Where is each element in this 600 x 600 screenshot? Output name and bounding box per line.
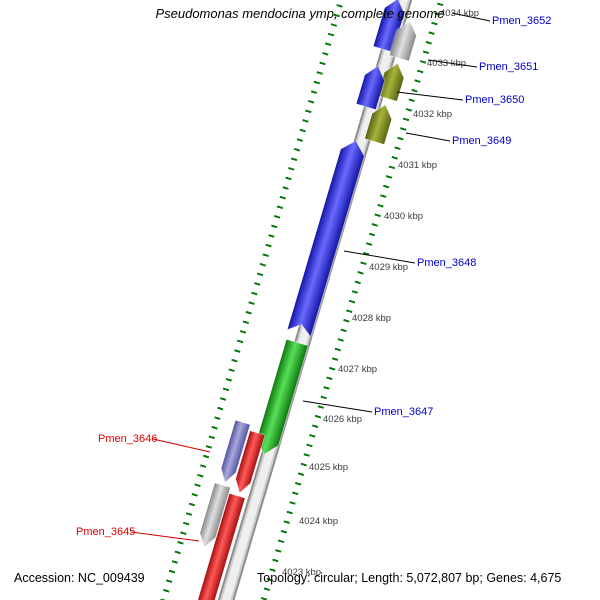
ruler-tick-label: 4025 kbp (309, 462, 349, 473)
gene-label-pmen-3649[interactable]: Pmen_3649 (452, 135, 512, 147)
gene-label-pmen-3652[interactable]: Pmen_3652 (492, 15, 552, 27)
gene-label-pmen-3645[interactable]: Pmen_3645 (76, 526, 136, 538)
ruler-tick-label: 4030 kbp (384, 211, 424, 222)
gene-label-pmen-3646[interactable]: Pmen_3646 (98, 433, 158, 445)
gene-label-pmen-3648[interactable]: Pmen_3648 (417, 257, 477, 269)
gene-arrow-pmen-3648[interactable] (288, 138, 368, 337)
gene-arrow-shape (288, 138, 368, 337)
ruler-tick-label: 4033 kbp (427, 58, 467, 69)
map-title: Pseudomonas mendocina ymp, complete geno… (155, 6, 445, 21)
ruler-tick-label: 4032 kbp (413, 109, 453, 120)
ruler-tick-label: 4028 kbp (352, 313, 392, 324)
tick-dashes-right (250, 0, 449, 600)
ruler-tick-label: 4026 kbp (323, 414, 363, 425)
gene-label-pmen-3651[interactable]: Pmen_3651 (479, 61, 539, 73)
ruler-tick-label: 4029 kbp (369, 262, 409, 273)
genome-track (75, 0, 556, 600)
ruler-tick-label: 4027 kbp (338, 364, 378, 375)
ruler-tick-label: 4024 kbp (299, 516, 339, 527)
status-topology: Topology: circular; Length: 5,072,807 bp… (257, 571, 562, 585)
gene-label-pmen-3647[interactable]: Pmen_3647 (374, 406, 434, 418)
status-accession: Accession: NC_009439 (14, 571, 145, 585)
gene-label-pmen-3650[interactable]: Pmen_3650 (465, 94, 525, 106)
ruler-tick-label: 4023 kbp (282, 567, 322, 578)
ruler-tick-label: 4031 kbp (398, 160, 438, 171)
